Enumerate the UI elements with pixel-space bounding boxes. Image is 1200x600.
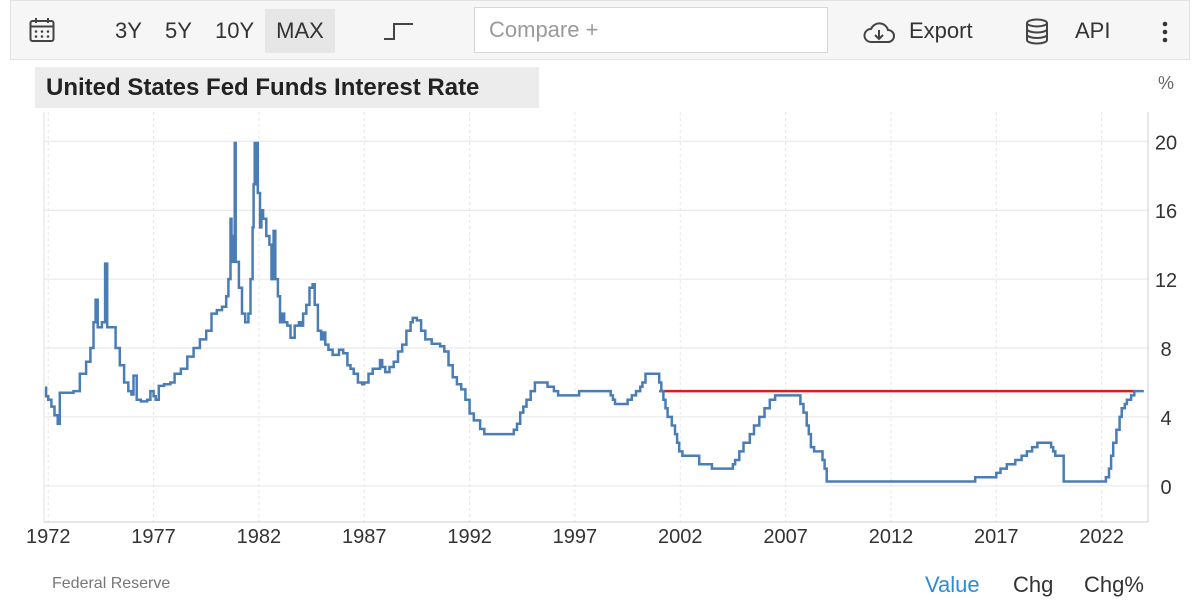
x-tick-label: 1972 xyxy=(26,526,71,548)
tab-chg-percent[interactable]: Chg% xyxy=(1084,572,1144,597)
x-tick-label: 2022 xyxy=(1079,526,1124,548)
x-tick-label: 1997 xyxy=(553,526,598,548)
tab-value[interactable]: Value xyxy=(925,572,980,597)
calendar-icon[interactable] xyxy=(29,17,55,43)
range-5y-button[interactable]: 5Y xyxy=(165,18,192,43)
x-tick-label: 2017 xyxy=(974,526,1019,548)
y-tick-label: 8 xyxy=(1160,339,1171,361)
x-tick-label: 2007 xyxy=(763,526,808,548)
y-tick-label: 12 xyxy=(1155,270,1177,292)
y-tick-label: 16 xyxy=(1155,201,1177,223)
cloud-download-icon xyxy=(862,17,896,43)
range-3y-button[interactable]: 3Y xyxy=(115,18,142,43)
chart-toolbar: 3Y 5Y 10Y MAX Export API xyxy=(10,0,1190,60)
range-10y-button[interactable]: 10Y xyxy=(215,18,255,43)
chart-title: United States Fed Funds Interest Rate xyxy=(35,67,539,108)
export-label: Export xyxy=(909,18,973,43)
api-label: API xyxy=(1075,18,1111,43)
x-tick-label: 1992 xyxy=(447,526,492,548)
y-axis-unit: % xyxy=(1158,73,1175,93)
x-tick-label: 1977 xyxy=(131,526,176,548)
vertical-dots-icon[interactable] xyxy=(1161,21,1169,43)
data-source[interactable]: Federal Reserve xyxy=(52,575,171,592)
database-icon xyxy=(1025,17,1049,45)
series-line-0 xyxy=(44,141,1144,483)
y-tick-label: 4 xyxy=(1160,408,1171,430)
x-tick-label: 2002 xyxy=(658,526,703,548)
x-tick-label: 1987 xyxy=(342,526,387,548)
tab-chg[interactable]: Chg xyxy=(1013,572,1054,597)
x-tick-label: 1982 xyxy=(237,526,282,548)
range-max-button[interactable]: MAX xyxy=(265,9,335,53)
step-line-icon[interactable] xyxy=(383,21,415,41)
x-tick-label: 2012 xyxy=(869,526,914,548)
y-tick-label: 20 xyxy=(1155,132,1177,154)
compare-input[interactable] xyxy=(474,7,828,53)
y-tick-label: 0 xyxy=(1160,477,1171,499)
